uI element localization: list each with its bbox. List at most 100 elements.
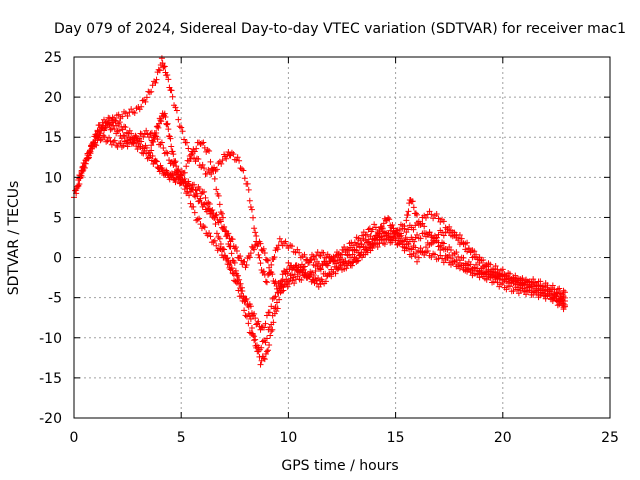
data-point: [549, 286, 556, 293]
data-point: [154, 136, 161, 143]
data-point: [417, 235, 424, 242]
data-point: [197, 141, 204, 148]
data-point: [431, 251, 438, 258]
data-point: [148, 142, 155, 149]
data-point: [269, 326, 276, 333]
data-point: [359, 232, 366, 239]
data-point: [136, 106, 143, 113]
data-point: [412, 253, 419, 260]
data-point: [154, 164, 161, 171]
data-point: [282, 270, 289, 277]
data-point: [526, 284, 533, 291]
data-point: [455, 253, 462, 260]
data-point: [410, 226, 417, 233]
data-point: [173, 107, 180, 114]
data-point: [257, 240, 264, 247]
data-point: [560, 306, 567, 313]
data-point: [312, 275, 319, 282]
data-point: [183, 163, 190, 170]
data-point: [197, 195, 204, 202]
data-point: [266, 342, 273, 349]
data-point: [96, 129, 103, 136]
data-point: [494, 279, 501, 286]
data-point: [405, 241, 412, 248]
data-point: [460, 240, 467, 247]
data-point: [274, 246, 281, 253]
data-point: [213, 230, 220, 237]
data-point: [195, 156, 202, 163]
data-point: [519, 281, 526, 288]
data-point: [237, 284, 244, 291]
data-point: [492, 263, 499, 270]
data-point: [163, 167, 170, 174]
data-point: [143, 94, 150, 101]
data-point: [219, 157, 226, 164]
data-point: [216, 235, 223, 242]
data-point: [210, 167, 217, 174]
data-point: [330, 253, 337, 260]
data-point: [559, 302, 566, 309]
data-point: [266, 264, 273, 271]
data-point: [306, 259, 313, 266]
data-point: [107, 138, 114, 145]
data-point: [439, 255, 446, 262]
data-point: [307, 256, 314, 263]
data-point: [480, 256, 487, 263]
data-point: [247, 250, 254, 257]
data-point: [131, 138, 138, 145]
data-point: [401, 244, 408, 251]
data-point: [262, 320, 269, 327]
data-point: [440, 232, 447, 239]
data-point: [190, 203, 197, 210]
data-point: [474, 256, 481, 263]
data-point: [253, 233, 260, 240]
data-point: [76, 180, 83, 187]
data-point: [111, 137, 118, 144]
data-point: [446, 223, 453, 230]
data-point: [225, 230, 232, 237]
data-point: [255, 251, 262, 258]
data-point: [196, 186, 203, 193]
data-point: [172, 179, 179, 186]
data-point: [256, 254, 263, 261]
data-point: [467, 261, 474, 268]
data-point: [376, 230, 383, 237]
data-point: [115, 120, 122, 127]
y-tick-label: -10: [39, 331, 62, 347]
data-point: [483, 270, 490, 277]
data-point: [251, 333, 258, 340]
data-point: [560, 287, 567, 294]
data-point: [396, 233, 403, 240]
data-point: [539, 287, 546, 294]
data-point: [227, 243, 234, 250]
data-point: [260, 355, 267, 362]
data-point: [409, 198, 416, 205]
data-point: [260, 245, 267, 252]
data-point: [157, 117, 164, 124]
data-point: [208, 165, 215, 172]
data-point: [447, 227, 454, 234]
data-point: [245, 320, 252, 327]
data-point: [300, 264, 307, 270]
data-point: [213, 211, 220, 218]
data-point: [93, 142, 100, 149]
data-point: [247, 303, 254, 310]
data-point: [231, 259, 238, 266]
data-point: [187, 200, 194, 207]
data-point: [103, 138, 110, 145]
data-point: [218, 160, 225, 167]
data-point: [212, 212, 219, 219]
data-point: [217, 246, 224, 253]
data-point: [455, 261, 462, 268]
x-axis-label: GPS time / hours: [281, 458, 398, 474]
data-point: [252, 229, 259, 236]
data-point: [229, 236, 236, 243]
data-point: [236, 157, 243, 164]
data-point: [208, 171, 215, 178]
data-point: [194, 193, 201, 200]
data-point: [412, 234, 419, 241]
data-point: [131, 110, 138, 117]
data-point: [435, 215, 442, 222]
x-tick-label: 20: [494, 430, 512, 446]
data-point: [232, 244, 239, 251]
